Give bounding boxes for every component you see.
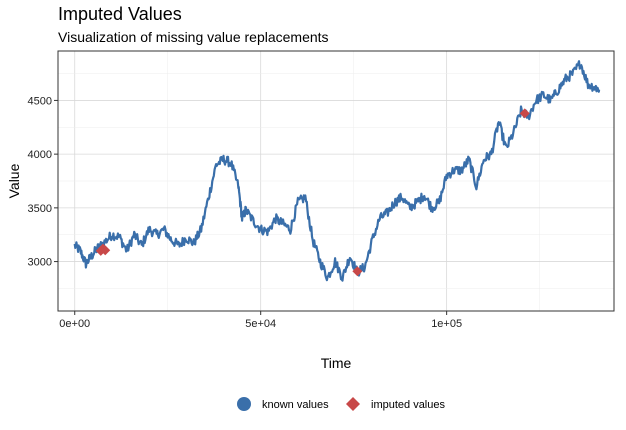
imputed-values-series — [95, 108, 530, 277]
legend-imputed-label: imputed values — [371, 399, 445, 411]
chart-title: Imputed Values — [58, 4, 182, 24]
imputed-value-point — [100, 245, 111, 256]
plot-panel-border — [57, 50, 615, 312]
known-values-series — [73, 60, 601, 282]
legend-imputed-marker — [346, 397, 360, 411]
x-axis-label: Time — [321, 355, 352, 371]
x-tick-label: 5e+04 — [245, 318, 276, 330]
axis-ticks: 0e+00 5e+04 1e+05 3000 3500 4000 4500 — [28, 95, 463, 330]
legend-known-label: known values — [262, 399, 329, 411]
grid — [58, 51, 614, 311]
legend-known-marker — [237, 397, 251, 411]
y-tick-label: 4000 — [28, 149, 52, 161]
imputed-value-point — [519, 108, 530, 119]
legend: known values imputed values — [237, 397, 445, 411]
chart-subtitle: Visualization of missing value replaceme… — [58, 29, 329, 45]
known-values-line — [73, 60, 601, 282]
known-values-points — [74, 61, 600, 282]
x-tick-label: 0e+00 — [59, 318, 90, 330]
x-tick-label: 1e+05 — [431, 318, 462, 330]
imputed-value-point — [352, 266, 363, 277]
y-tick-label: 4500 — [28, 95, 52, 107]
y-tick-label: 3000 — [28, 257, 52, 269]
y-tick-label: 3500 — [28, 203, 52, 215]
y-axis-label: Value — [6, 163, 22, 198]
